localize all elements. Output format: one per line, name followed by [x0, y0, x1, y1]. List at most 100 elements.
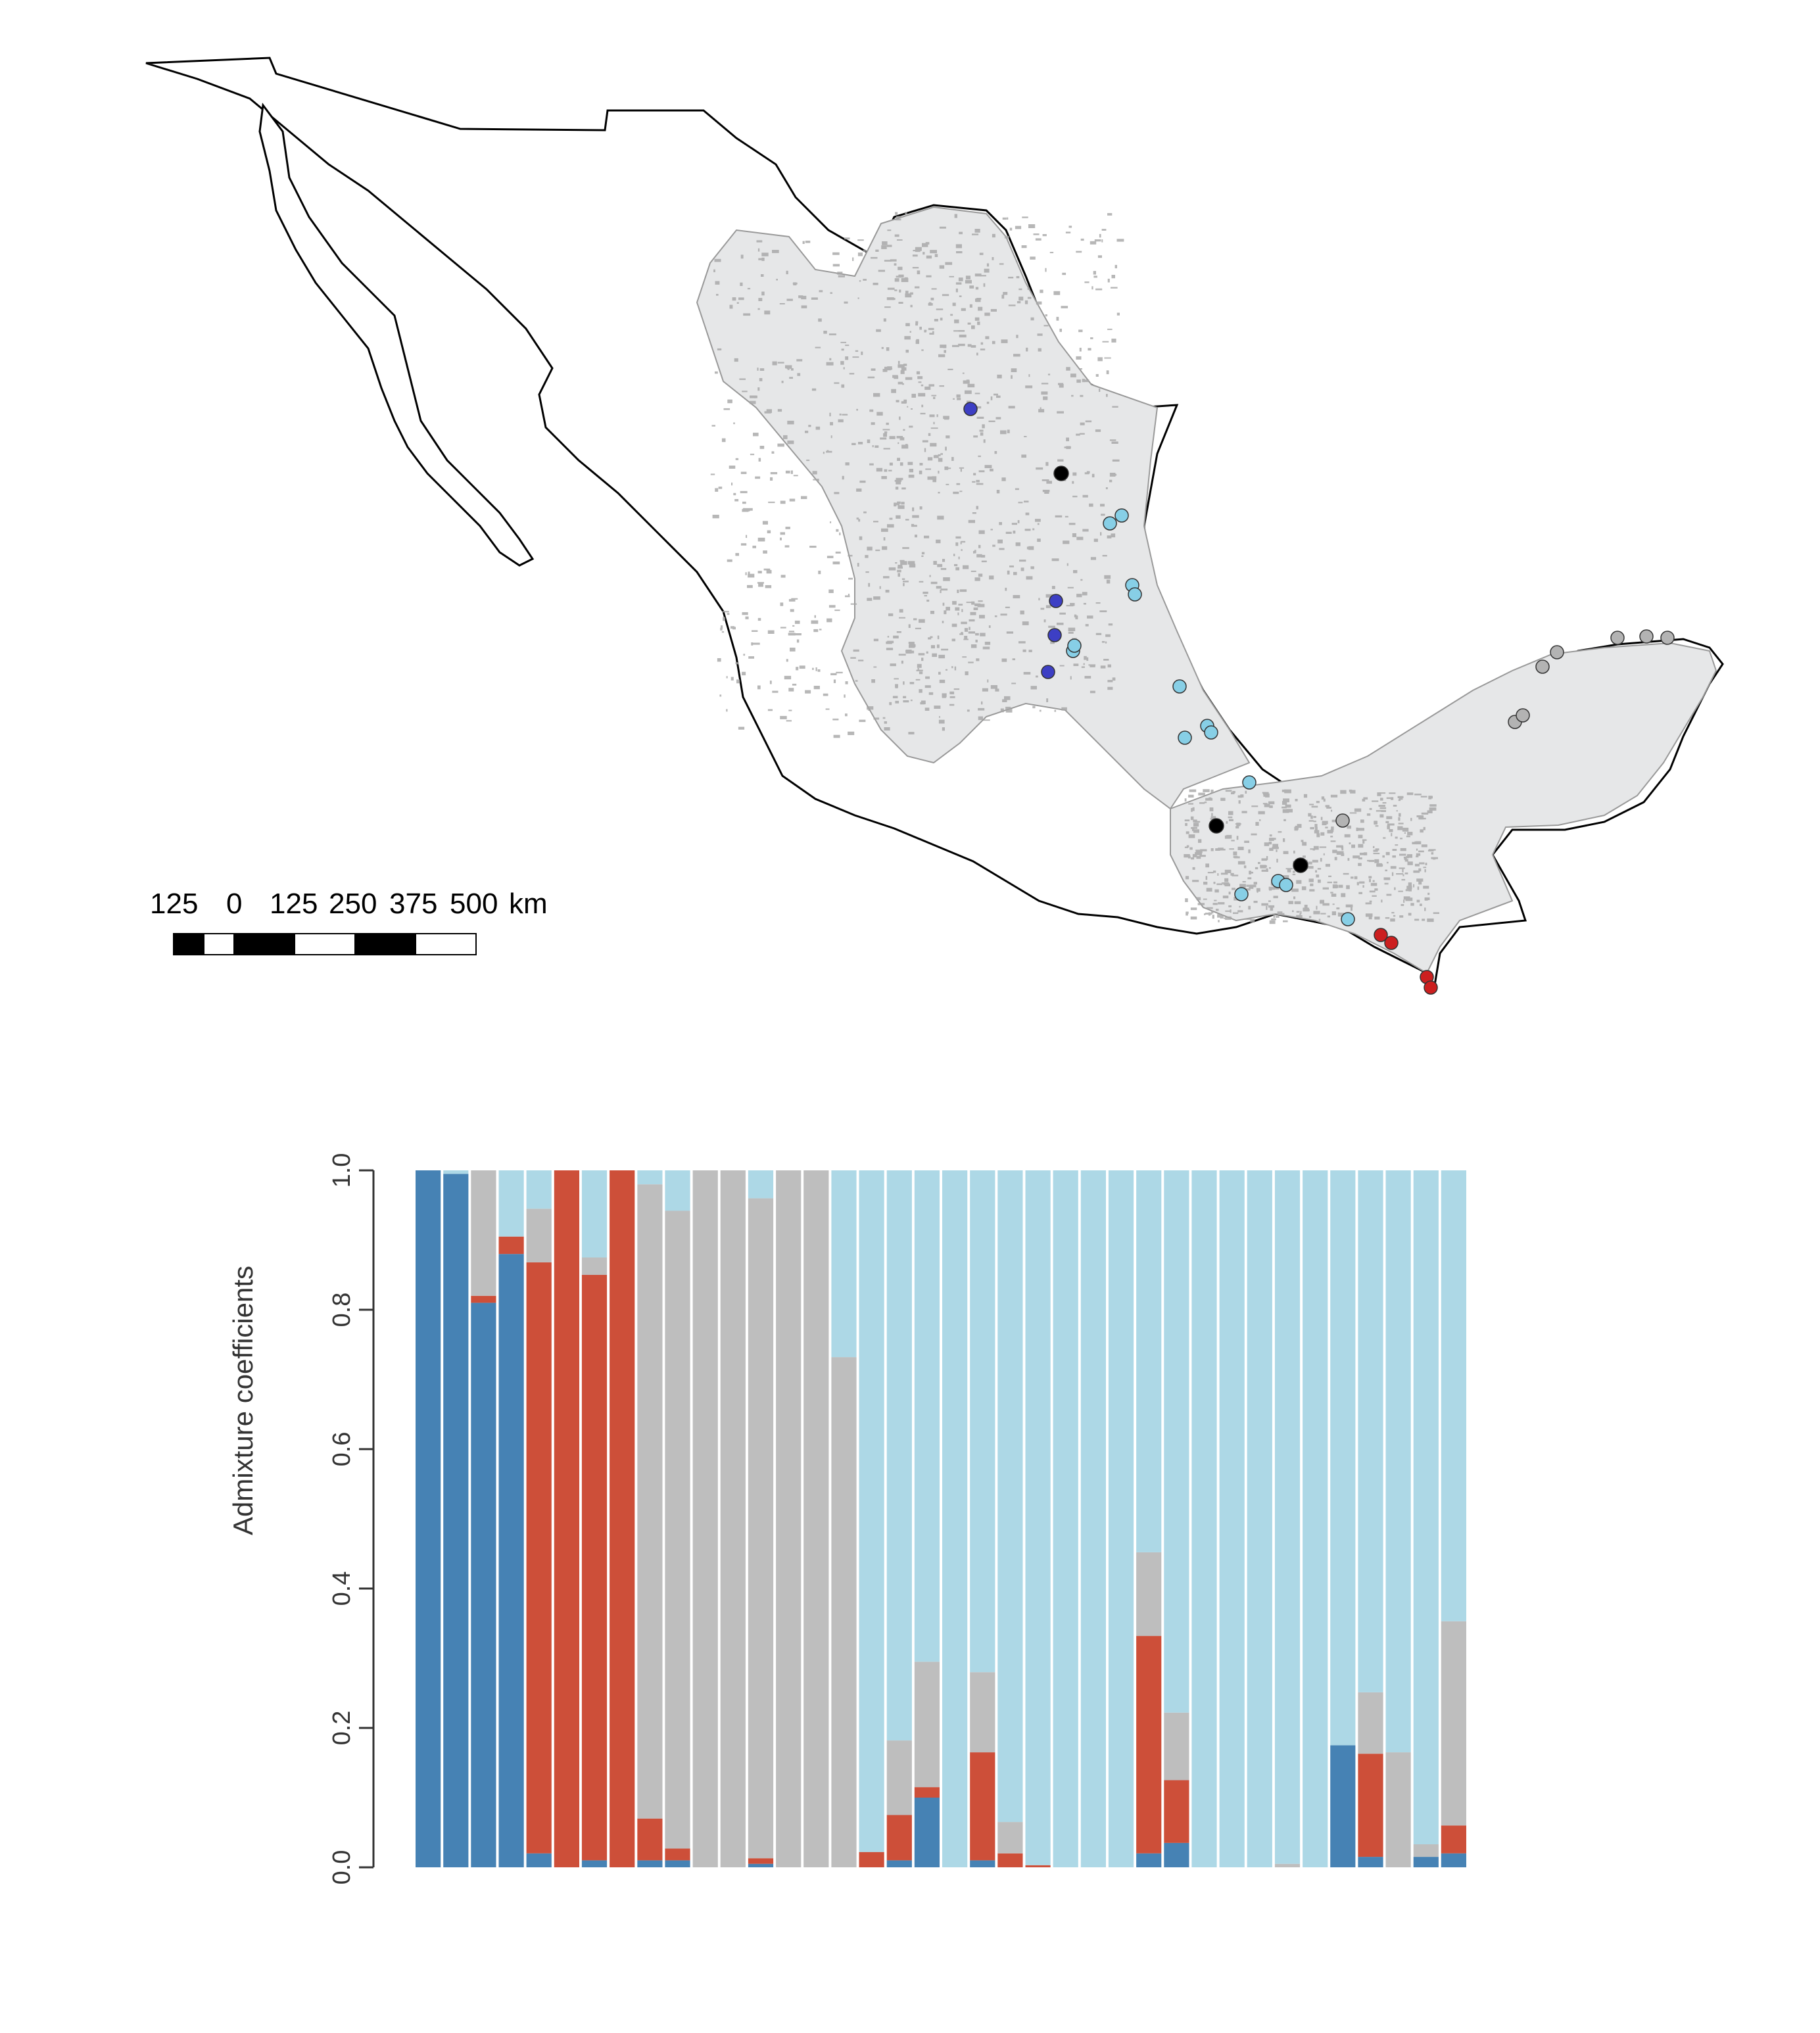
terrain-speck	[734, 499, 739, 502]
terrain-speck	[733, 492, 736, 496]
terrain-speck	[921, 349, 924, 351]
terrain-speck	[780, 715, 787, 719]
terrain-speck	[819, 290, 823, 293]
terrain-speck	[1107, 664, 1111, 668]
terrain-speck	[1392, 855, 1396, 858]
terrain-speck	[727, 399, 732, 404]
terrain-speck	[787, 420, 794, 425]
terrain-speck	[983, 719, 990, 721]
terrain-speck	[981, 560, 987, 563]
terrain-speck	[893, 635, 899, 638]
terrain-speck	[745, 616, 749, 619]
terrain-speck	[984, 312, 990, 316]
terrain-speck	[1195, 852, 1202, 855]
terrain-speck	[924, 386, 931, 390]
terrain-speck	[1100, 665, 1106, 669]
terrain-speck	[1059, 665, 1065, 667]
terrain-speck	[1005, 587, 1007, 591]
terrain-speck	[1079, 433, 1085, 435]
terrain-speck	[1000, 430, 1007, 435]
terrain-speck	[1024, 300, 1028, 304]
bar-segment	[1441, 1853, 1466, 1867]
sample-point	[1535, 659, 1550, 674]
terrain-speck	[952, 302, 956, 306]
terrain-speck	[1368, 859, 1375, 862]
terrain-speck	[1020, 610, 1024, 615]
terrain-speck	[1073, 570, 1078, 573]
terrain-speck	[976, 554, 982, 558]
terrain-speck	[1043, 619, 1046, 623]
terrain-speck	[898, 364, 905, 368]
terrain-speck	[1105, 641, 1107, 644]
terrain-speck	[763, 550, 767, 554]
bar-segment	[1413, 1170, 1439, 1844]
terrain-speck	[901, 401, 907, 404]
terrain-speck	[1251, 833, 1257, 836]
terrain-speck	[1066, 367, 1070, 371]
terrain-speck	[1000, 613, 1007, 616]
terrain-speck	[1191, 857, 1195, 860]
terrain-speck	[1330, 892, 1333, 894]
terrain-speck	[1258, 862, 1260, 865]
terrain-speck	[965, 390, 972, 395]
terrain-speck	[876, 329, 881, 332]
scale-unit: km	[509, 888, 548, 920]
bar-segment	[1358, 1692, 1383, 1754]
terrain-speck	[1374, 859, 1379, 863]
terrain-speck	[1404, 859, 1408, 862]
terrain-speck	[959, 295, 962, 297]
terrain-speck	[1184, 819, 1190, 822]
terrain-speck	[780, 537, 782, 540]
terrain-speck	[1111, 339, 1116, 343]
terrain-speck	[1196, 855, 1201, 859]
terrain-speck	[1193, 823, 1199, 827]
terrain-speck	[899, 617, 905, 619]
terrain-speck	[838, 419, 844, 423]
terrain-speck	[980, 432, 984, 436]
terrain-speck	[931, 288, 937, 290]
terrain-speck	[1261, 903, 1268, 906]
bar-segment	[1164, 1842, 1189, 1867]
terrain-speck	[767, 630, 775, 634]
terrain-speck	[874, 445, 879, 448]
bar-segment	[665, 1170, 690, 1211]
terrain-speck	[1309, 803, 1314, 805]
terrain-speck	[977, 322, 980, 325]
terrain-speck	[1188, 834, 1195, 838]
terrain-speck	[830, 673, 837, 675]
terrain-speck	[1310, 826, 1314, 830]
bar-segment	[1441, 1825, 1466, 1854]
terrain-speck	[1308, 878, 1314, 882]
terrain-speck	[1114, 264, 1117, 269]
terrain-speck	[1359, 852, 1366, 855]
terrain-speck	[926, 651, 928, 654]
terrain-speck	[1066, 605, 1074, 607]
terrain-speck	[1283, 920, 1288, 922]
terrain-speck	[983, 283, 986, 287]
terrain-speck	[752, 545, 756, 548]
terrain-speck	[780, 627, 786, 629]
terrain-speck	[1310, 815, 1313, 819]
terrain-speck	[742, 501, 746, 504]
terrain-speck	[1405, 897, 1413, 901]
bar-segment	[416, 1170, 441, 1867]
terrain-speck	[805, 241, 811, 243]
terrain-speck	[909, 469, 913, 473]
sample-point	[1041, 665, 1055, 679]
terrain-speck	[882, 241, 888, 245]
terrain-speck	[961, 540, 966, 543]
terrain-speck	[1299, 913, 1301, 915]
terrain-speck	[955, 288, 958, 293]
terrain-speck	[905, 323, 910, 327]
terrain-speck	[943, 416, 949, 419]
terrain-speck	[1040, 608, 1045, 610]
terrain-speck	[1260, 865, 1267, 868]
terrain-speck	[1363, 797, 1368, 800]
terrain-speck	[761, 274, 764, 277]
terrain-speck	[1111, 533, 1116, 538]
terrain-speck	[1015, 226, 1022, 229]
terrain-speck	[924, 595, 927, 597]
terrain-speck	[818, 318, 822, 322]
terrain-speck	[952, 601, 957, 605]
terrain-speck	[868, 583, 871, 587]
